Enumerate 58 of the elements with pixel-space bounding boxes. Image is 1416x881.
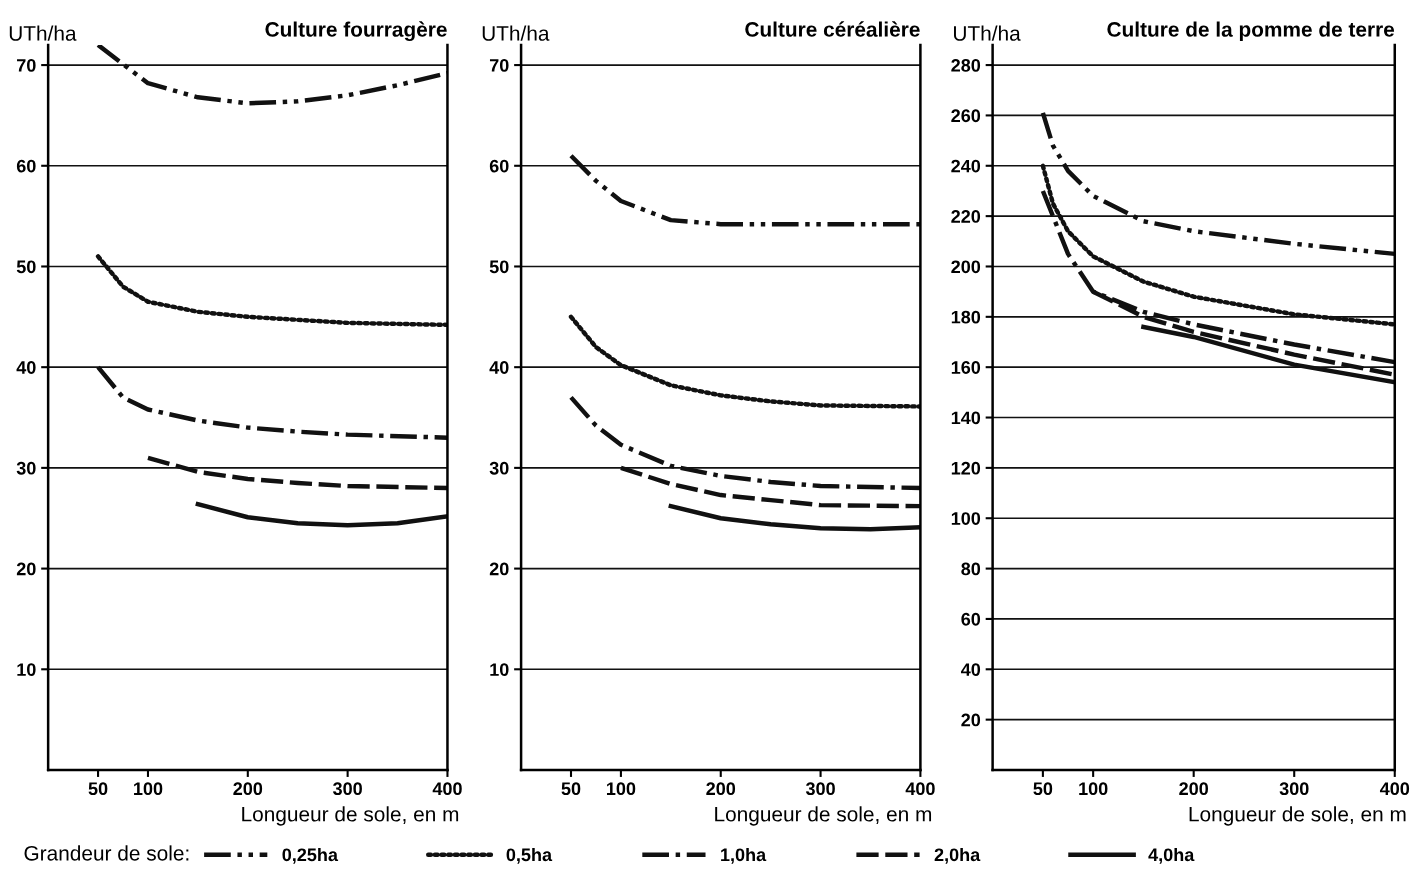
x-axis-title: Longueur de sole, en m xyxy=(242,806,459,826)
y-tick-label: 20 xyxy=(489,562,509,576)
y-tick-label: 70 xyxy=(17,59,36,72)
y-tick-label: 30 xyxy=(16,461,36,475)
x-axis-title: Longueur de sole, en m xyxy=(1189,806,1406,826)
x-tick-label: 50 xyxy=(1033,782,1053,796)
x-tick-label: 300 xyxy=(332,782,362,796)
x-tick-label: 100 xyxy=(606,782,636,796)
x-tick-label: 200 xyxy=(706,782,736,796)
x-tick-label: 100 xyxy=(1079,782,1108,796)
y-tick-label: 60 xyxy=(489,159,509,173)
y-axis-title: UTh/ha xyxy=(482,25,550,41)
chart-title: Culture céréalière xyxy=(745,21,920,37)
y-tick-label: 280 xyxy=(951,59,981,72)
legend-title: Grandeur de sole: xyxy=(24,845,189,861)
y-tick-label: 80 xyxy=(961,562,981,576)
y-axis-title: UTh/ha xyxy=(9,25,77,41)
y-tick-label: 60 xyxy=(16,159,36,173)
y-tick-label: 60 xyxy=(961,612,981,626)
x-tick-label: 300 xyxy=(1279,782,1309,796)
x-tick-label: 300 xyxy=(805,782,835,796)
y-tick-label: 240 xyxy=(951,159,981,173)
x-axis-title: Longueur de sole, en m xyxy=(715,806,932,826)
y-tick-label: 180 xyxy=(951,310,981,324)
chart-title: Culture fourragère xyxy=(265,21,447,42)
y-axis-title: UTh/ha xyxy=(954,25,1021,41)
y-tick-label: 50 xyxy=(16,260,36,274)
x-tick-label: 400 xyxy=(432,782,462,796)
chart-title: Culture de la pomme de terre xyxy=(1107,21,1395,41)
legend-label: 0,25ha xyxy=(282,847,339,864)
y-tick-label: 220 xyxy=(951,210,981,223)
x-tick-label: 200 xyxy=(233,782,263,796)
y-tick-label: 40 xyxy=(961,663,981,677)
y-tick-label: 260 xyxy=(951,109,981,123)
legend-label: 4,0ha xyxy=(1148,847,1195,864)
y-tick-label: 140 xyxy=(951,411,981,425)
y-tick-label: 30 xyxy=(489,461,509,475)
x-tick-label: 200 xyxy=(1179,782,1209,796)
y-tick-label: 10 xyxy=(17,663,36,677)
x-tick-label: 100 xyxy=(134,782,163,796)
y-tick-label: 40 xyxy=(489,361,509,374)
legend-label: 0,5ha xyxy=(506,847,553,864)
y-tick-label: 160 xyxy=(951,361,981,374)
y-tick-label: 40 xyxy=(16,361,36,374)
x-tick-label: 400 xyxy=(1379,782,1410,796)
y-tick-label: 50 xyxy=(489,260,509,274)
x-tick-label: 400 xyxy=(905,782,935,796)
x-tick-label: 50 xyxy=(561,782,581,796)
y-tick-label: 200 xyxy=(951,260,981,274)
y-tick-label: 70 xyxy=(489,59,509,72)
x-tick-label: 50 xyxy=(88,782,108,796)
y-tick-label: 20 xyxy=(16,562,36,576)
legend-label: 1,0ha xyxy=(721,847,767,864)
y-tick-label: 120 xyxy=(951,461,981,475)
y-tick-label: 10 xyxy=(490,663,509,677)
legend-label: 2,0ha xyxy=(934,847,981,864)
y-tick-label: 100 xyxy=(951,512,981,525)
y-tick-label: 20 xyxy=(961,713,981,727)
